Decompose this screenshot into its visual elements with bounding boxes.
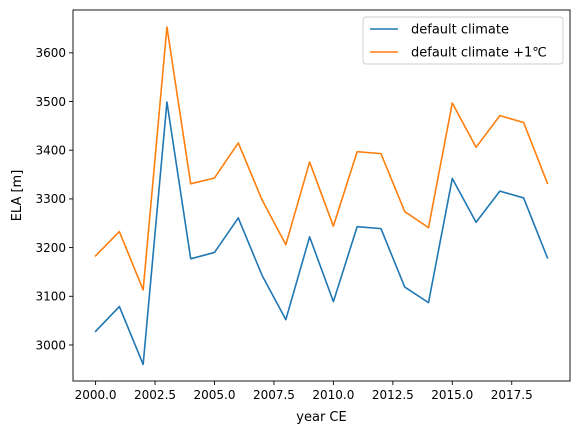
x-tick-label-2010-0: 2010.0: [312, 388, 354, 402]
x-tick-label-2012-5: 2012.5: [372, 388, 414, 402]
y-tick-label-3600: 3600: [35, 46, 66, 60]
x-axis-label: year CE: [296, 410, 346, 425]
y-axis-label: ELA [m]: [10, 170, 25, 222]
legend-label-default-climate-plus-1: default climate +1℃: [411, 46, 547, 61]
series-line-0: [94, 101, 549, 366]
plot-area-frame: [72, 9, 571, 382]
x-tick-label-2002-5: 2002.5: [134, 388, 176, 402]
x-tick-label-2017-5: 2017.5: [491, 388, 533, 402]
x-tick-label-2007-5: 2007.5: [253, 388, 295, 402]
y-tick-label-3300: 3300: [35, 192, 66, 206]
x-tick-label-2015-0: 2015.0: [431, 388, 473, 402]
legend-box: [362, 16, 564, 65]
legend-label-default-climate: default climate: [411, 23, 509, 38]
x-tick-label-2005-0: 2005.0: [193, 388, 235, 402]
x-tick-label-2000-0: 2000.0: [75, 388, 117, 402]
legend: default climate default climate +1℃: [362, 16, 564, 65]
series-lines: [94, 26, 549, 366]
y-tick-label-3200: 3200: [35, 241, 66, 255]
series-line-1: [94, 26, 549, 291]
axes-ticks: 2000.0 2002.5 2005.0 2007.5 2010.0 2012.5 2015…: [35, 46, 532, 402]
y-tick-label-3400: 3400: [35, 144, 66, 158]
y-tick-label-3500: 3500: [35, 95, 66, 109]
y-tick-label-3000: 3000: [35, 338, 66, 352]
y-tick-label-3100: 3100: [35, 290, 66, 304]
